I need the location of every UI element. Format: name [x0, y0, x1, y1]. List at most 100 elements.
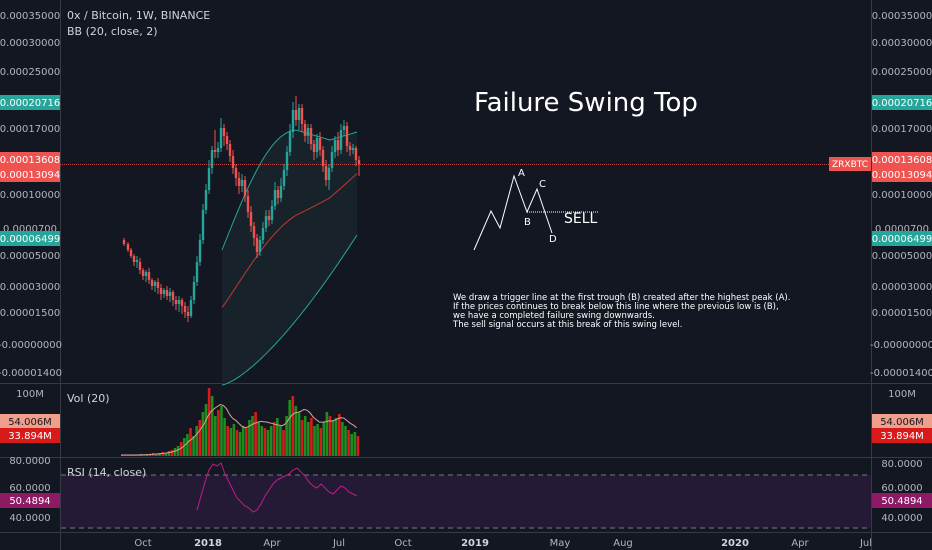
label-sell: SELL	[564, 211, 598, 227]
note-line-3: we have a completed failure swing downwa…	[453, 311, 655, 321]
symbol-title[interactable]: 0x / Bitcoin, 1W, BINANCE	[67, 9, 210, 22]
symbol-tag[interactable]: ZRXBTC	[829, 157, 871, 171]
candle-body	[144, 272, 148, 276]
volume-bar	[344, 426, 347, 456]
candle-body	[333, 140, 337, 152]
volume-indicator-label[interactable]: Vol (20)	[67, 392, 110, 405]
volume-bar	[136, 455, 140, 456]
left-badge-lower: 0.00006499	[0, 231, 60, 246]
volume-bar	[325, 412, 329, 456]
volume-bar	[198, 420, 202, 456]
annotation-title[interactable]: Failure Swing Top	[474, 88, 698, 118]
volume-bar	[334, 418, 338, 456]
right-price-axis[interactable]: 0.00035000 0.00030000 0.00025000 0.00017000…	[870, 11, 932, 379]
rsi-badge-left-text: 50.4894	[9, 496, 50, 507]
left-badge-upper-text: 0.00020716	[0, 98, 60, 109]
price-tick-right: 0.00030000	[872, 38, 932, 49]
volume-bar	[235, 430, 239, 456]
label-point-c: C	[539, 179, 546, 190]
volume-bar	[214, 416, 217, 456]
label-point-a: A	[518, 168, 525, 179]
volume-badge-a-right: 54.006M	[872, 414, 932, 429]
candle-body	[345, 126, 349, 146]
volume-bar	[207, 388, 211, 456]
candle-body	[261, 228, 265, 240]
candle-body	[159, 288, 163, 294]
time-label: Jul	[859, 538, 872, 549]
candle-body	[183, 306, 187, 312]
rsi-indicator-label[interactable]: RSI (14, close)	[67, 466, 146, 479]
symbol-tag-text: ZRXBTC	[832, 160, 868, 170]
candle-body	[246, 196, 250, 212]
volume-bar	[356, 436, 360, 456]
volume-bar	[148, 454, 152, 456]
volume-badge-b-left-text: 33.894M	[8, 431, 52, 442]
volume-bar	[294, 406, 298, 456]
candle-body	[327, 168, 331, 180]
candle-body	[273, 190, 277, 206]
volume-badge-a-left: 54.006M	[0, 414, 60, 429]
volume-bar	[210, 396, 214, 456]
rsi-axis-tick-60: 60.0000	[881, 483, 922, 494]
volume-bar	[167, 451, 171, 456]
candle-body	[240, 180, 244, 186]
volume-bar	[217, 410, 220, 456]
candle-body	[153, 282, 157, 286]
time-label: 2018	[194, 538, 222, 549]
candle-body	[276, 190, 280, 198]
candle-body	[255, 238, 259, 252]
volume-bar	[223, 418, 226, 456]
left-price-axis[interactable]: 0.00035000 0.00030000 0.00025000 0.00017000…	[0, 11, 62, 379]
volume-bar	[331, 420, 335, 456]
volume-axis-tick-left: 100M	[16, 389, 44, 400]
candle-body	[267, 216, 271, 220]
candle-body	[147, 272, 151, 280]
volume-bar	[251, 416, 254, 456]
candlestick-series[interactable]	[122, 96, 361, 322]
volume-bar	[195, 426, 198, 456]
volume-bar	[303, 416, 307, 456]
rsi-left-tick-80: 80.0000	[9, 456, 50, 467]
candle-body	[150, 280, 154, 286]
volume-bar	[353, 432, 357, 456]
annotation-note[interactable]: We draw a trigger line at the first trou…	[452, 293, 790, 330]
price-tick-right: 0.00025000	[872, 67, 932, 78]
swing-pattern-line[interactable]	[473, 174, 553, 251]
candle-body	[294, 110, 298, 120]
rsi-badge-left: 50.4894	[0, 493, 60, 508]
price-tick-left: 0.00001500	[0, 308, 60, 319]
volume-bar	[276, 418, 279, 456]
candle-body	[219, 128, 223, 148]
badge-trunc-text: 0.0000700	[875, 224, 929, 235]
left-badge-basis: 0.00013094	[0, 167, 60, 182]
time-label: May	[550, 538, 571, 549]
candle-body	[357, 160, 361, 164]
time-axis[interactable]: Oct 2018 Apr Jul Oct 2019 May Aug 2020 Apr Jul	[134, 538, 872, 549]
volume-bar	[269, 426, 273, 456]
candle-body	[336, 140, 340, 150]
volume-bar	[245, 428, 248, 456]
volume-badge-b-right: 33.894M	[872, 428, 932, 443]
left-badge-upper: 0.00020716	[0, 95, 60, 110]
bb-indicator-label[interactable]: BB (20, close, 2)	[67, 25, 158, 38]
volume-bar	[266, 430, 270, 456]
candle-body	[279, 186, 283, 198]
candle-body	[192, 282, 196, 300]
volume-series[interactable]	[121, 388, 360, 456]
volume-bar	[285, 416, 288, 456]
left-badge-trunc-text: 0.0000700	[3, 224, 57, 235]
candle-body	[165, 290, 169, 296]
price-tick-right: -0.00000000	[870, 340, 932, 351]
candle-body	[237, 178, 241, 186]
candle-body	[348, 146, 352, 150]
candle-body	[309, 128, 313, 144]
candle-body	[213, 150, 217, 152]
price-tick-left: 0.00025000	[0, 67, 60, 78]
volume-badge-a-text: 54.006M	[880, 417, 924, 428]
label-point-d: D	[549, 234, 557, 245]
time-label: Oct	[394, 538, 411, 549]
candle-body	[339, 130, 343, 150]
candle-body	[315, 138, 319, 152]
left-badge-trunc: 0.0000700	[3, 224, 57, 235]
